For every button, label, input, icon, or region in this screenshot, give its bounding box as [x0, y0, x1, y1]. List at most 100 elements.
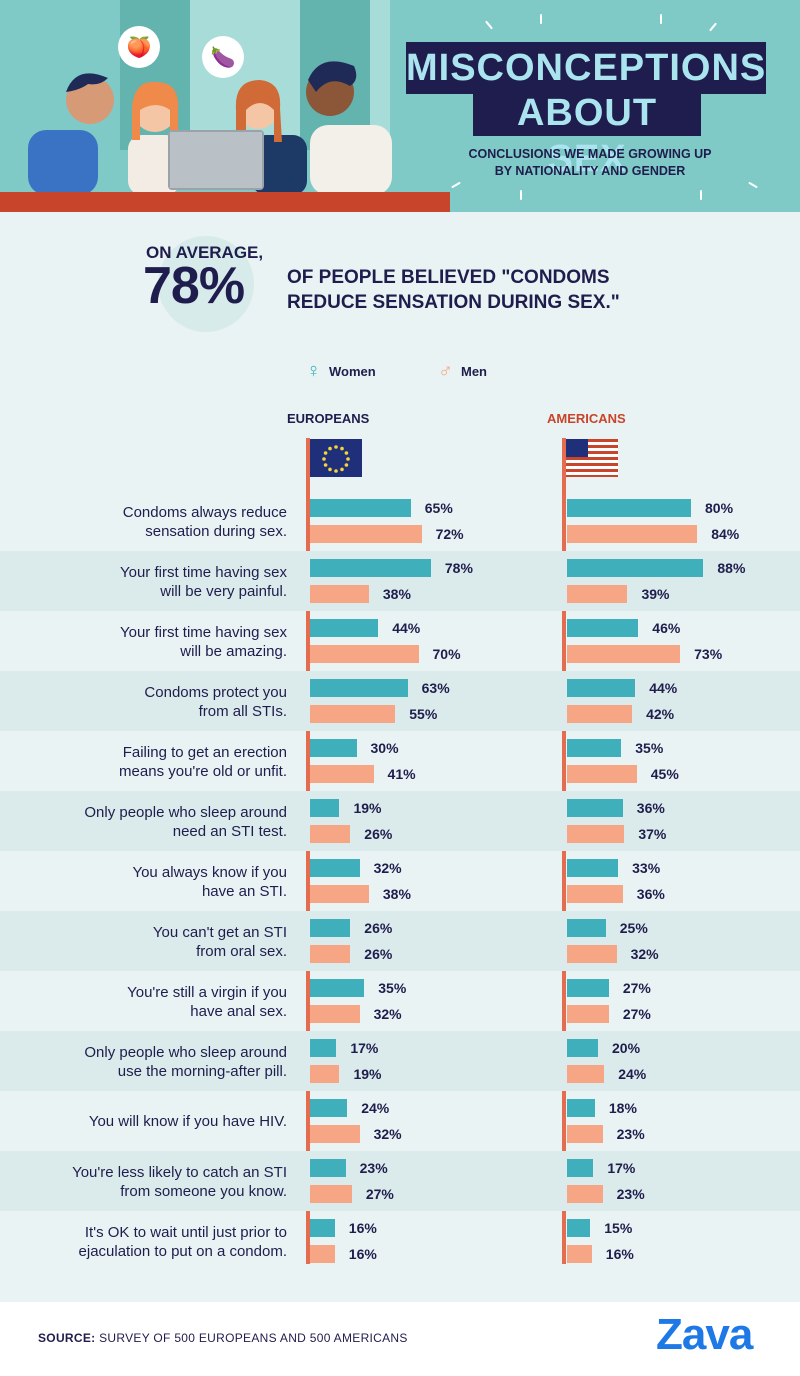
region-europeans: EUROPEANS — [287, 411, 370, 426]
eu-women-value: 35% — [378, 980, 407, 996]
row-label-line-2: have anal sex. — [190, 1003, 287, 1020]
us-women-value: 17% — [607, 1160, 636, 1176]
eu-women-value: 19% — [353, 800, 382, 816]
eu-men-value: 26% — [364, 826, 393, 842]
row-label-line-2: use the morning-after pill. — [117, 1063, 287, 1080]
eu-flag-icon — [310, 439, 362, 477]
us-men-value: 36% — [636, 886, 665, 902]
eu-women-value: 65% — [424, 500, 453, 516]
us-women-bar — [567, 1039, 598, 1057]
subtitle-line-1: CONCLUSIONS WE MADE GROWING UP — [468, 147, 712, 161]
us-flag-icon — [566, 439, 618, 477]
sparkle-icon — [709, 22, 717, 32]
us-men-value: 24% — [618, 1066, 647, 1082]
row-label: Your first time having sex will be very p… — [20, 563, 287, 601]
sparkle-icon — [451, 181, 461, 189]
eu-men-bar — [310, 825, 351, 843]
us-women-bar — [567, 1159, 594, 1177]
eu-women-value: 16% — [348, 1220, 377, 1236]
row-label-line-1: Failing to get an erection — [122, 744, 287, 761]
eu-women-bar — [310, 859, 360, 877]
eu-women-value: 17% — [350, 1040, 379, 1056]
us-women-bar — [567, 559, 704, 577]
row-label-line-2: sensation during sex. — [145, 523, 287, 540]
us-women-value: 20% — [612, 1040, 641, 1056]
row-label-line-2: from someone you know. — [120, 1183, 287, 1200]
eu-women-value: 24% — [361, 1100, 390, 1116]
sparkle-icon — [660, 14, 662, 24]
us-women-value: 35% — [635, 740, 664, 756]
us-men-bar — [567, 1005, 609, 1023]
row-label: You will know if you have HIV. — [20, 1112, 287, 1131]
us-men-value: 23% — [616, 1126, 645, 1142]
stat-prefix: ON AVERAGE, — [146, 243, 264, 262]
sparkle-icon — [485, 20, 493, 30]
eu-men-value: 41% — [387, 766, 416, 782]
eu-men-value: 16% — [348, 1246, 377, 1262]
eu-men-value: 38% — [382, 586, 411, 602]
row-label-line-2: from oral sex. — [196, 943, 287, 960]
row-label-line-2: ejaculation to put on a condom. — [78, 1243, 287, 1260]
eu-women-bar — [310, 919, 351, 937]
eu-women-value: 78% — [444, 560, 473, 576]
us-men-bar — [567, 525, 698, 543]
people-illustration — [28, 61, 392, 195]
us-women-bar — [567, 1099, 595, 1117]
eu-men-bar — [310, 1065, 340, 1083]
eu-women-value: 26% — [364, 920, 393, 936]
row-stripe — [0, 791, 800, 851]
legend-men-label: Men — [461, 364, 487, 379]
us-women-bar — [567, 1219, 591, 1237]
row-label: Your first time having sex will be amazin… — [20, 623, 287, 661]
row-label-line-1: You're still a virgin if you — [127, 984, 287, 1001]
us-men-bar — [567, 945, 617, 963]
eu-women-value: 44% — [392, 620, 421, 636]
us-men-bar — [567, 1125, 603, 1143]
eu-women-bar — [310, 619, 379, 637]
table-illustration — [0, 192, 450, 212]
us-women-bar — [567, 679, 636, 697]
row-label-line-1: Only people who sleep around — [84, 804, 287, 821]
male-symbol-icon: ♂ — [438, 360, 453, 382]
stat-circle — [158, 236, 254, 332]
eu-men-value: 38% — [382, 886, 411, 902]
us-men-bar — [567, 1065, 605, 1083]
row-label-line-1: It's OK to wait until just prior to — [84, 1224, 287, 1241]
eu-women-value: 32% — [373, 860, 402, 876]
speech-bubble-eggplant: 🍆 — [202, 36, 244, 78]
title-line-2: ABOUT SEX — [473, 90, 701, 180]
row-label-line-1: Your first time having sex — [119, 564, 287, 581]
us-women-value: 44% — [649, 680, 678, 696]
row-label: You're less likely to catch an STI from s… — [20, 1163, 287, 1201]
row-label: Only people who sleep around use the morn… — [20, 1043, 287, 1081]
us-women-bar — [567, 859, 619, 877]
us-women-value: 36% — [636, 800, 665, 816]
row-stripe — [0, 1151, 800, 1211]
row-label-line-1: Your first time having sex — [119, 624, 287, 641]
row-label: Condoms always reduce sensation during se… — [20, 503, 287, 541]
row-label: You always know if you have an STI. — [20, 863, 287, 901]
eu-men-bar — [310, 585, 369, 603]
us-women-bar — [567, 979, 609, 997]
eu-men-value: 26% — [364, 946, 393, 962]
us-men-bar — [567, 585, 628, 603]
eu-men-bar — [310, 705, 396, 723]
eu-men-value: 19% — [353, 1066, 382, 1082]
us-men-value: 27% — [622, 1006, 651, 1022]
us-women-value: 88% — [717, 560, 746, 576]
sparkle-icon — [540, 14, 542, 24]
row-label-line-2: will be amazing. — [180, 643, 287, 660]
eu-men-bar — [310, 945, 351, 963]
legend-men: ♂ Men — [438, 360, 487, 383]
row-label: You can't get an STI from oral sex. — [20, 923, 287, 961]
eu-men-bar — [310, 645, 419, 663]
sparkle-icon — [748, 181, 758, 189]
us-women-bar — [567, 739, 622, 757]
row-stripe — [0, 911, 800, 971]
eu-women-bar — [310, 499, 411, 517]
eu-women-bar — [310, 979, 365, 997]
america-flag-pole — [562, 438, 566, 1264]
us-men-value: 73% — [694, 646, 723, 662]
eu-women-value: 63% — [421, 680, 450, 696]
eu-women-bar — [310, 799, 340, 817]
